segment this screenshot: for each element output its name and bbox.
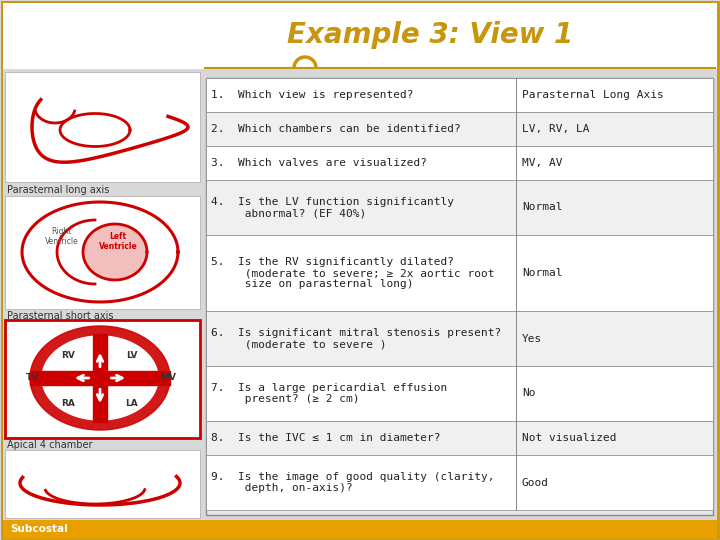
- Bar: [206, 78, 713, 515]
- Text: RA: RA: [61, 399, 75, 408]
- Bar: [3, 3, 717, 71]
- Polygon shape: [42, 336, 158, 420]
- Text: depth, on-axis)?: depth, on-axis)?: [211, 483, 353, 493]
- Bar: [206, 235, 713, 311]
- Text: LA: LA: [125, 399, 138, 408]
- Text: 3.  Which valves are visualized?: 3. Which valves are visualized?: [211, 158, 427, 168]
- Text: Good: Good: [522, 477, 549, 488]
- Bar: [206, 78, 713, 112]
- Text: Right
Ventricle: Right Ventricle: [45, 227, 79, 246]
- Bar: [206, 180, 713, 235]
- Text: 7.  Is a large pericardial effusion: 7. Is a large pericardial effusion: [211, 383, 447, 393]
- Text: Normal: Normal: [522, 202, 562, 213]
- Text: 2.  Which chambers can be identified?: 2. Which chambers can be identified?: [211, 124, 461, 134]
- Text: Parasternal Long Axis: Parasternal Long Axis: [522, 90, 664, 100]
- Text: (moderate to severe ): (moderate to severe ): [211, 339, 387, 349]
- Text: 8.  Is the IVC ≤ 1 cm in diameter?: 8. Is the IVC ≤ 1 cm in diameter?: [211, 433, 441, 443]
- Bar: [206, 146, 713, 180]
- Bar: [206, 311, 713, 366]
- Bar: [3, 520, 717, 539]
- Bar: [206, 421, 713, 455]
- Text: MV: MV: [160, 373, 176, 382]
- Text: abnormal? (EF 40%): abnormal? (EF 40%): [211, 208, 366, 218]
- Text: RV: RV: [61, 351, 75, 360]
- Text: 9.  Is the image of good quality (clarity,: 9. Is the image of good quality (clarity…: [211, 472, 495, 482]
- Bar: [5, 72, 200, 182]
- Bar: [5, 320, 200, 438]
- Text: LV: LV: [126, 351, 138, 360]
- Text: Subcostal: Subcostal: [10, 524, 68, 535]
- Bar: [5, 196, 200, 309]
- Text: 1.  Which view is represented?: 1. Which view is represented?: [211, 90, 413, 100]
- Text: 5.  Is the RV significantly dilated?: 5. Is the RV significantly dilated?: [211, 257, 454, 267]
- Text: present? (≥ 2 cm): present? (≥ 2 cm): [211, 394, 359, 404]
- Text: 6.  Is significant mitral stenosis present?: 6. Is significant mitral stenosis presen…: [211, 328, 501, 338]
- Text: 4.  Is the LV function significantly: 4. Is the LV function significantly: [211, 197, 454, 207]
- Text: (moderate to severe; ≥ 2x aortic root: (moderate to severe; ≥ 2x aortic root: [211, 268, 495, 278]
- Bar: [5, 450, 200, 518]
- Text: size on parasternal long): size on parasternal long): [211, 279, 413, 289]
- Bar: [206, 112, 713, 146]
- Text: TV: TV: [25, 373, 39, 382]
- Text: Parasternal short axis: Parasternal short axis: [7, 311, 114, 321]
- Text: Yes: Yes: [522, 334, 542, 343]
- Text: Normal: Normal: [522, 268, 562, 278]
- Text: Parasternal long axis: Parasternal long axis: [7, 185, 109, 195]
- Text: MV, AV: MV, AV: [522, 158, 562, 168]
- Text: LV, RV, LA: LV, RV, LA: [522, 124, 590, 134]
- Text: Apical 4 chamber: Apical 4 chamber: [7, 440, 92, 450]
- Polygon shape: [30, 326, 170, 430]
- Text: Left
Ventricle: Left Ventricle: [99, 232, 138, 251]
- Bar: [206, 366, 713, 421]
- Text: Not visualized: Not visualized: [522, 433, 616, 443]
- Text: Example 3: View 1: Example 3: View 1: [287, 21, 573, 49]
- Bar: [3, 69, 717, 531]
- Bar: [206, 455, 713, 510]
- Text: No: No: [522, 388, 536, 399]
- Polygon shape: [83, 224, 147, 280]
